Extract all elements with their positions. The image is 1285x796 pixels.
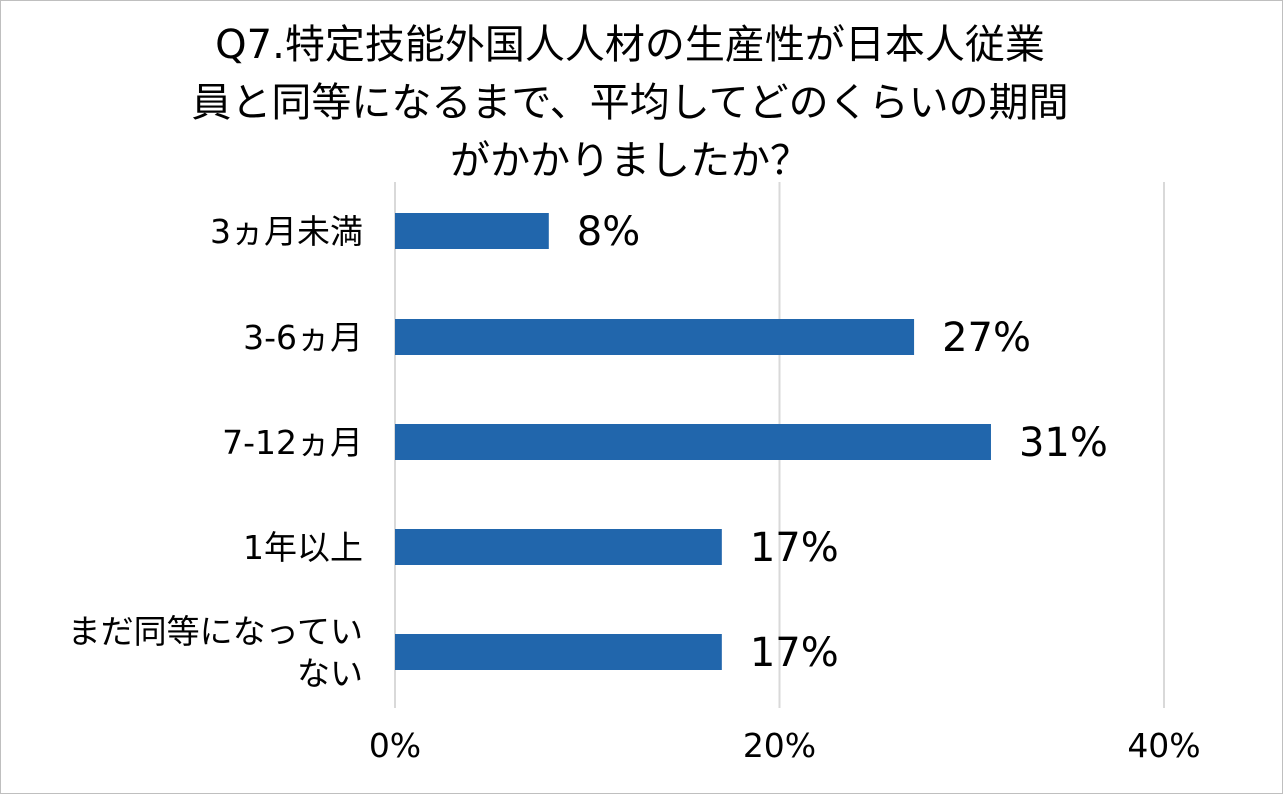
bar [395,529,722,565]
data-label: 8% [577,209,640,255]
category-label: 3ヵ月未満 [210,212,363,251]
category-label: ない [297,654,363,693]
chart-title-line: がかかりましたか？ [450,138,810,184]
category-label: 1年以上 [243,528,363,567]
chart-title-line: Q7.特定技能外国人人材の生産性が日本人従業 [215,22,1045,68]
bar [395,319,915,355]
data-label: 31% [1019,420,1108,466]
category-label: 7-12ヵ月 [222,423,363,462]
bar [395,634,722,670]
chart-title: Q7.特定技能外国人人材の生産性が日本人従業 員と同等になるまで、平均してどのく… [90,16,1170,190]
x-tick-label: 20% [743,726,816,765]
bar [395,213,549,249]
x-tick-label: 0% [369,726,421,765]
category-label: 3-6ヵ月 [243,318,363,357]
bar [395,424,991,460]
chart-title-line: 員と同等になるまで、平均してどのくらいの期間 [191,80,1069,126]
data-label: 17% [750,630,839,676]
data-label: 17% [750,525,839,571]
x-tick-label: 40% [1127,726,1200,765]
data-label: 27% [942,315,1031,361]
category-label: まだ同等になってい [68,612,363,651]
